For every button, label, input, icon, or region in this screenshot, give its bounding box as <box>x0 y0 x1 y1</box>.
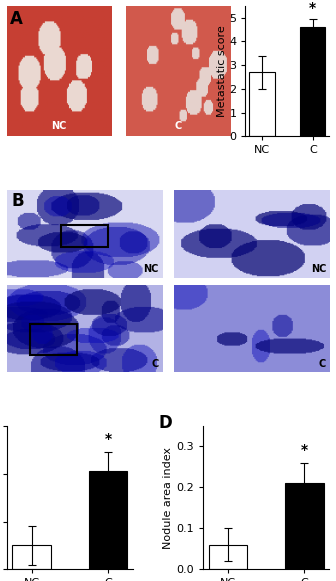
Text: *: * <box>301 443 308 457</box>
Text: *: * <box>105 432 112 446</box>
Text: NC: NC <box>51 121 67 131</box>
Text: C: C <box>175 121 182 131</box>
Text: A: A <box>10 10 23 28</box>
Text: C: C <box>152 359 159 369</box>
Bar <box>61 225 108 247</box>
Y-axis label: Nodule area index: Nodule area index <box>163 447 173 548</box>
Bar <box>249 72 275 137</box>
Bar <box>209 545 247 569</box>
Bar <box>285 483 324 569</box>
Text: NC: NC <box>143 264 159 274</box>
Y-axis label: Metastatic score: Metastatic score <box>217 25 226 117</box>
Text: C: C <box>319 359 326 369</box>
Text: B: B <box>11 192 24 210</box>
Bar <box>12 546 51 569</box>
Text: *: * <box>309 1 316 15</box>
Text: NC: NC <box>311 264 326 274</box>
Bar <box>89 471 127 569</box>
Bar <box>30 324 77 355</box>
Text: D: D <box>159 414 172 432</box>
Bar <box>300 27 326 137</box>
